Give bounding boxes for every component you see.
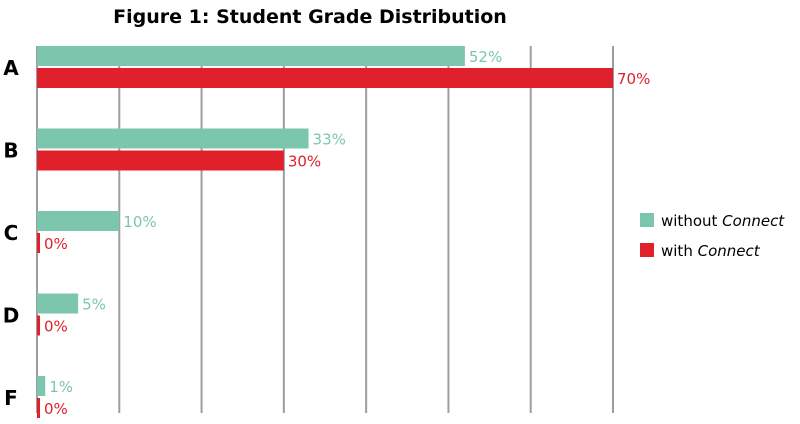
- bar-B-without: [37, 128, 309, 149]
- category-labels: A B C D F: [3, 56, 20, 410]
- bar-C-without: [37, 211, 120, 231]
- bar-A-with: [37, 68, 613, 88]
- gridlines: [36, 46, 614, 413]
- bar-C-with: [37, 233, 40, 253]
- bar-B-with: [37, 150, 284, 171]
- bar-F-without: [37, 376, 46, 396]
- data-label-F-with: 0%: [44, 400, 68, 418]
- category-label-C: C: [4, 221, 19, 245]
- bar-A-without: [37, 46, 465, 66]
- legend-swatch-with: [640, 243, 654, 257]
- legend-swatch-without: [640, 213, 654, 227]
- bar-F-with: [37, 398, 40, 418]
- category-label-D: D: [3, 304, 20, 328]
- legend-label-without: without Connect: [661, 212, 785, 230]
- data-label-A-with: 70%: [617, 70, 650, 88]
- bars: [37, 46, 613, 418]
- data-label-D-with: 0%: [44, 318, 68, 336]
- data-label-B-without: 33%: [313, 131, 346, 149]
- category-label-A: A: [3, 56, 19, 80]
- legend-label-with: with Connect: [661, 242, 761, 260]
- category-label-F: F: [4, 386, 18, 410]
- category-label-B: B: [3, 139, 18, 163]
- data-label-C-with: 0%: [44, 235, 68, 253]
- data-label-D-without: 5%: [82, 296, 106, 314]
- legend: without Connect with Connect: [640, 212, 785, 260]
- data-label-A-without: 52%: [469, 48, 502, 66]
- bar-D-with: [37, 315, 40, 336]
- data-labels: 52% 70% 33% 30% 10% 0% 5% 0% 1% 0%: [44, 48, 650, 418]
- data-label-F-without: 1%: [49, 378, 73, 396]
- data-label-C-without: 10%: [123, 213, 156, 231]
- data-label-B-with: 30%: [288, 153, 321, 171]
- bar-D-without: [37, 293, 79, 314]
- chart-title: Figure 1: Student Grade Distribution: [113, 6, 507, 28]
